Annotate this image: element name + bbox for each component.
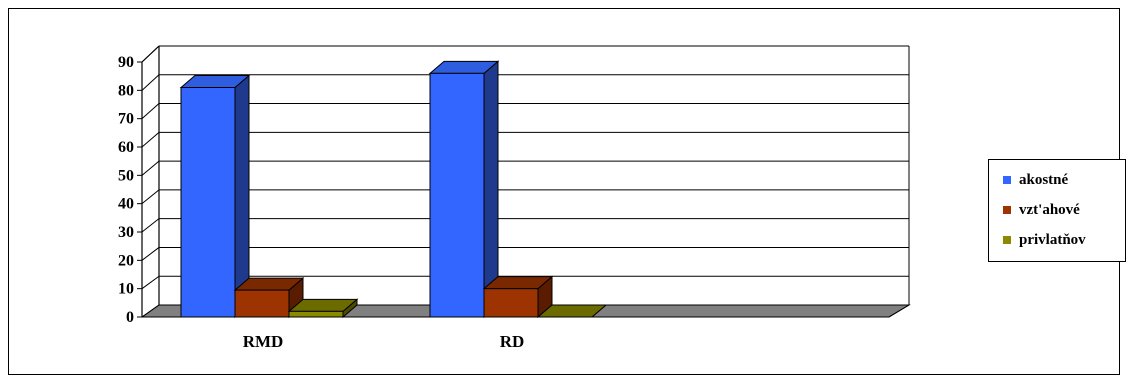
y-tick-label: 20 bbox=[118, 252, 134, 269]
bar-front bbox=[288, 310, 344, 318]
axes bbox=[141, 45, 910, 318]
bar-rd-2 bbox=[536, 304, 608, 318]
gridline-side bbox=[141, 103, 160, 120]
y-tick-label: 50 bbox=[118, 167, 134, 184]
bar-chart: 0 10 20 30 40 50 60 70 80 90 RMD RD bbox=[118, 45, 911, 351]
bar-front bbox=[234, 289, 290, 318]
bar-front bbox=[429, 72, 485, 318]
gridline-side bbox=[141, 304, 160, 318]
bar-rd-0 bbox=[428, 60, 500, 319]
top-edge-line bbox=[141, 45, 160, 63]
bar-top bbox=[536, 304, 608, 318]
legend-swatch-icon bbox=[1003, 236, 1011, 244]
y-tick-label: 10 bbox=[118, 281, 134, 298]
gridline-side bbox=[141, 218, 160, 233]
gridline-side bbox=[141, 160, 160, 176]
x-category-label: RD bbox=[500, 332, 525, 351]
y-tick-label: 80 bbox=[118, 82, 134, 99]
floor-right-edge bbox=[888, 304, 910, 318]
gridline-side bbox=[141, 189, 160, 205]
bar-front bbox=[483, 288, 539, 318]
y-tick-label: 60 bbox=[118, 139, 134, 156]
x-category-label: RMD bbox=[243, 332, 284, 351]
legend-label: vzt'ahové bbox=[1019, 201, 1080, 218]
bar-rmd-0 bbox=[179, 74, 251, 319]
legend-item-privlatnov: privlatňov bbox=[1003, 230, 1086, 250]
y-tick-label: 0 bbox=[126, 309, 134, 326]
legend-label: privlatňov bbox=[1019, 231, 1086, 248]
gridline-side bbox=[141, 74, 160, 91]
bar-rd-1 bbox=[482, 275, 554, 319]
gridline-side bbox=[141, 131, 160, 148]
bar-front bbox=[180, 87, 236, 318]
x-axis-labels: RMD RD bbox=[243, 332, 525, 351]
y-axis-ticks: 0 10 20 30 40 50 60 70 80 90 bbox=[118, 54, 142, 326]
y-tick-label: 70 bbox=[118, 111, 134, 128]
legend-item-vztahove: vzt'ahové bbox=[1003, 200, 1080, 220]
legend-item-akostne: akostné bbox=[1003, 170, 1068, 190]
legend-label: akostné bbox=[1019, 171, 1069, 188]
bars bbox=[179, 60, 608, 319]
gridline-side bbox=[141, 275, 160, 290]
bar-rmd-2 bbox=[287, 298, 359, 319]
y-tick-label: 90 bbox=[118, 54, 134, 71]
gridline-side bbox=[141, 247, 160, 261]
chart-frame: 0 10 20 30 40 50 60 70 80 90 RMD RD akostné vzt'ah… bbox=[8, 8, 1126, 375]
legend: akostné vzt'ahové privlatňov bbox=[988, 159, 1126, 262]
y-tick-label: 30 bbox=[118, 224, 134, 241]
legend-swatch-icon bbox=[1003, 176, 1011, 184]
legend-swatch-icon bbox=[1003, 206, 1011, 214]
y-tick-label: 40 bbox=[118, 196, 134, 213]
